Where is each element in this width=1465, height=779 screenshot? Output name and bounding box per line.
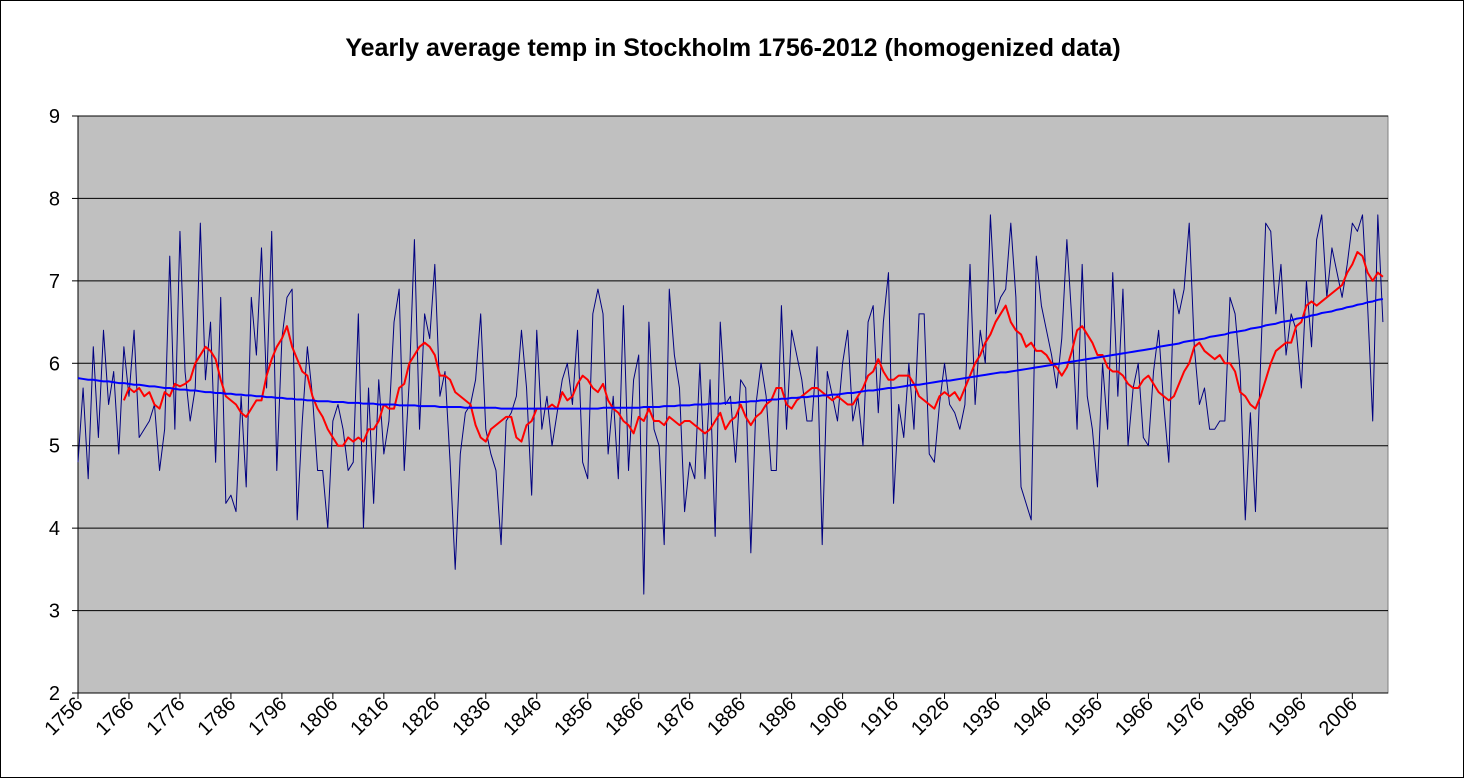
y-tick-label: 9 — [49, 106, 60, 128]
y-tick-label: 3 — [49, 601, 60, 623]
y-tick-label: 8 — [49, 188, 60, 210]
series-line — [77, 298, 1384, 410]
y-tick-label: 2 — [49, 683, 60, 705]
y-tick-label: 5 — [49, 436, 60, 458]
y-tick-label: 6 — [49, 353, 60, 375]
series-line — [77, 214, 1384, 595]
chart-title: Yearly average temp in Stockholm 1756-20… — [345, 34, 1120, 62]
y-tick-label: 7 — [49, 271, 60, 293]
plot-area — [77, 115, 1389, 694]
y-tick-label: 4 — [49, 518, 60, 540]
series-line — [122, 251, 1384, 447]
